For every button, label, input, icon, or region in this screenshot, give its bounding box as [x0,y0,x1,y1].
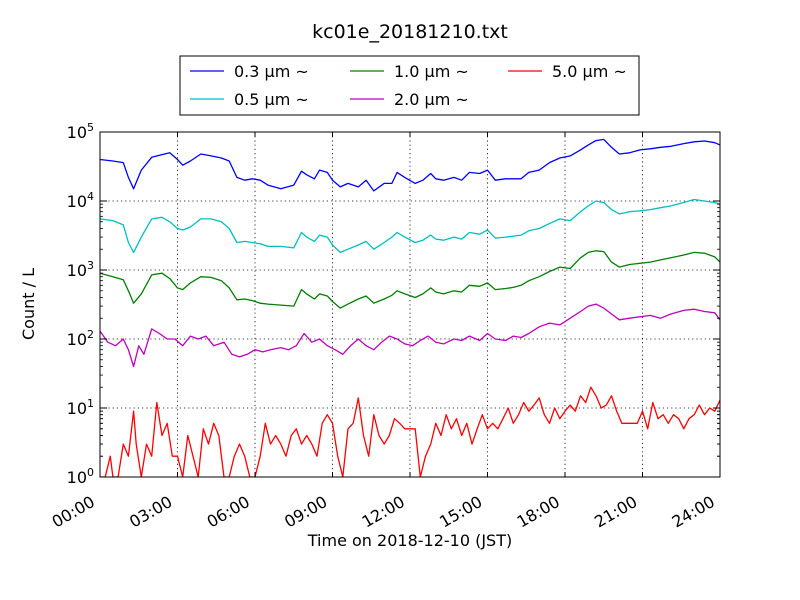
series-line-4 [100,303,720,368]
legend: 0.3 μm ~ 0.5 μm ~ 1.0 μm ~ 2.0 μm ~ 5.0 μm ~ [179,55,640,116]
legend-label: 5.0 μm ~ [552,62,627,81]
legend-label: 1.0 μm ~ [394,62,469,81]
y-tick-label: 102 [67,328,94,349]
series-layer [100,138,720,477]
x-tick-label: 12:00 [359,492,408,532]
series-line-3 [100,250,720,309]
x-tick-label: 15:00 [436,492,485,532]
x-tick-label: 06:00 [204,492,253,532]
legend-frame [179,55,640,116]
y-tick-label: 101 [67,397,94,418]
series-line-5 [100,386,720,477]
x-tick-label: 00:00 [49,492,98,532]
series-line-1 [100,138,720,192]
legend-label: 2.0 μm ~ [394,90,469,109]
y-tick-label: 104 [67,190,94,211]
x-tick-label: 24:00 [669,492,718,532]
y-tick-label: 103 [67,259,94,280]
y-tick-label: 100 [67,466,94,487]
y-axis-label: Count / L [19,268,38,340]
series-line-2 [100,198,720,254]
x-tick-label: 09:00 [281,492,330,532]
chart-title: kc01e_20181210.txt [312,21,508,43]
legend-label: 0.5 μm ~ [234,90,309,109]
legend-label: 0.3 μm ~ [234,62,309,81]
ticks: 00:00 03:00 06:00 09:00 12:00 15:00 18:00 21:00… [49,121,721,532]
x-axis-label: Time on 2018-12-10 (JST) [307,531,512,550]
y-tick-label: 105 [67,121,94,142]
x-tick-label: 18:00 [514,492,563,532]
x-tick-label: 21:00 [591,492,640,532]
x-tick-label: 03:00 [126,492,175,532]
grid [100,132,720,477]
